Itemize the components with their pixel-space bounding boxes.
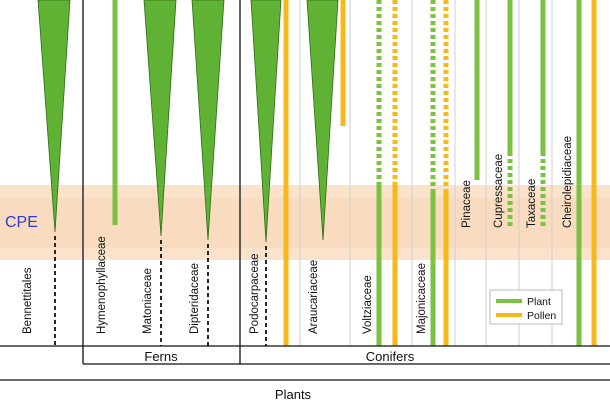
legend: Plant Pollen bbox=[489, 289, 563, 325]
dashed-tails bbox=[54, 236, 267, 346]
legend-pollen-label: Pollen bbox=[527, 310, 556, 322]
spindle-araucariaceae bbox=[306, 0, 339, 241]
spindle-podocarpaceae bbox=[250, 0, 282, 243]
pollen-bars bbox=[283, 0, 597, 346]
taxon-label-podocarpaceae: Podocarpaceae bbox=[249, 253, 261, 334]
taxon-label-matoniaceae: Matoniaceae bbox=[142, 268, 154, 334]
spindle-bennettitales bbox=[37, 0, 71, 233]
column-separators bbox=[299, 0, 553, 346]
taxon-label-cupressaceae: Cupressaceae bbox=[493, 154, 505, 228]
taxon-label-cheirolepidiaceae: Cheirolepidiaceae bbox=[562, 136, 574, 228]
taxon-label-taxaceae: Taxaceae bbox=[526, 179, 538, 228]
group-separators bbox=[82, 0, 241, 364]
spindle-dipteridaceae bbox=[191, 0, 225, 241]
spindle-matoniaceae bbox=[143, 0, 177, 237]
taxon-labels: Bennettitales Hymenophyllaceae Matoniace… bbox=[22, 136, 574, 334]
spindles bbox=[37, 0, 339, 243]
taxon-label-hymenophyllaceae: Hymenophyllaceae bbox=[96, 236, 108, 334]
group-brackets bbox=[0, 345, 610, 381]
group-label-conifers: Conifers bbox=[366, 349, 415, 364]
group-label-plants: Plants bbox=[275, 387, 312, 402]
taxon-label-voltziaceae: Voltziaceae bbox=[362, 275, 374, 334]
taxon-label-pinaceae: Pinaceae bbox=[461, 180, 473, 228]
legend-box bbox=[489, 289, 563, 325]
taxon-label-dipteridaceae: Dipteridaceae bbox=[189, 263, 201, 334]
group-label-ferns: Ferns bbox=[144, 349, 178, 364]
taxon-label-bennettitales: Bennettitales bbox=[22, 267, 34, 334]
cpe-label: CPE bbox=[5, 214, 38, 231]
plant-bars bbox=[112, 0, 582, 346]
taxon-label-araucariaceae: Araucariaceae bbox=[308, 260, 320, 334]
legend-plant-label: Plant bbox=[527, 296, 551, 308]
taxon-label-majonicaceae: Majonicaceae bbox=[416, 263, 428, 334]
